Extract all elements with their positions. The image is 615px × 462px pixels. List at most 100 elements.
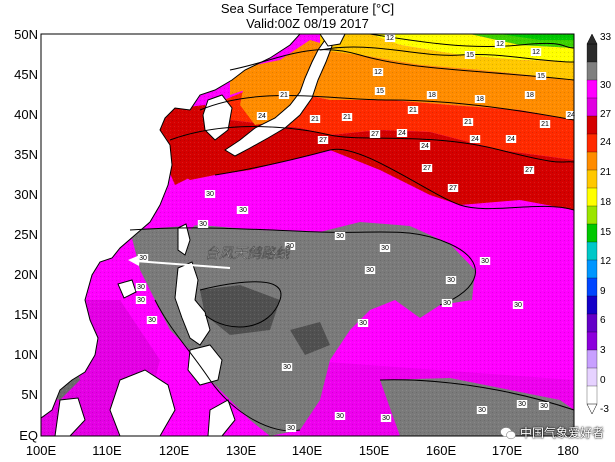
isotherm-label-bg xyxy=(516,400,528,408)
isotherm-label-bg xyxy=(384,34,396,42)
colorbar-label: 0 xyxy=(600,375,606,386)
colorbar-bottom-arrow xyxy=(586,403,598,415)
isotherm-label-bg xyxy=(237,206,249,214)
colorbar-swatch xyxy=(586,313,598,333)
colorbar-swatch xyxy=(586,277,598,297)
colorbar-top-arrow xyxy=(586,33,598,45)
isotherm-label: 30 xyxy=(206,191,214,198)
wechat-icon xyxy=(500,427,516,440)
isotherm-label: 30 xyxy=(514,302,522,309)
isotherm-label: 15 xyxy=(537,73,545,80)
isotherm-label: 30 xyxy=(478,407,486,414)
isotherm-label: 18 xyxy=(526,92,534,99)
lon-label: 180 xyxy=(557,443,579,458)
isotherm-label-bg xyxy=(479,257,491,265)
colorbar-label: 21 xyxy=(600,167,612,178)
isotherm-label-bg xyxy=(464,51,476,59)
lat-label: 45N xyxy=(14,67,38,82)
colorbar-swatch xyxy=(586,385,598,405)
isotherm-label: 30 xyxy=(381,245,389,252)
isotherm-label-bg xyxy=(379,244,391,252)
isotherm-label-bg xyxy=(396,129,408,137)
isotherm-label-bg xyxy=(135,296,147,304)
isotherm-label: 21 xyxy=(464,119,472,126)
colorbar-swatch xyxy=(586,61,598,81)
isotherm-label: 18 xyxy=(476,96,484,103)
isotherm-label: 15 xyxy=(376,88,384,95)
colorbar-label: 9 xyxy=(600,286,606,297)
isotherm-label: 27 xyxy=(449,185,457,192)
lon-label: 140E xyxy=(292,443,323,458)
isotherm-label-bg xyxy=(374,87,386,95)
lon-label: 120E xyxy=(159,443,190,458)
isotherm-label-bg xyxy=(419,142,431,150)
watermark: 中国气象爱好者 xyxy=(520,426,605,440)
lat-label: 30N xyxy=(14,187,38,202)
colorbar-swatch xyxy=(586,331,598,351)
isotherm-label: 30 xyxy=(239,207,247,214)
isotherm-label: 21 xyxy=(311,116,319,123)
lon-label: 130E xyxy=(226,443,257,458)
isotherm-label: 30 xyxy=(139,255,147,262)
isotherm-label-bg xyxy=(474,95,486,103)
isotherm-label-bg xyxy=(445,276,457,284)
isotherm-label: 24 xyxy=(471,136,479,143)
isotherm-label: 24 xyxy=(398,130,406,137)
isotherm-label: 30 xyxy=(137,284,145,291)
isotherm-label-bg xyxy=(538,402,550,410)
colorbar-label: 18 xyxy=(600,197,612,208)
isotherm-label: 24 xyxy=(507,136,515,143)
isotherm-label-bg xyxy=(565,111,577,119)
isotherm-label-bg xyxy=(364,266,376,274)
isotherm-label: 30 xyxy=(382,415,390,422)
colorbar-swatch xyxy=(586,223,598,243)
isotherm-label-bg xyxy=(494,40,506,48)
isotherm-label-bg xyxy=(146,316,158,324)
lat-label: 40N xyxy=(14,107,38,122)
isotherm-label: 12 xyxy=(496,41,504,48)
typhoon-track-arrow xyxy=(128,255,231,269)
isotherm-label-bg xyxy=(334,232,346,240)
colorbar-swatch xyxy=(586,133,598,153)
isotherm-label: 27 xyxy=(525,167,533,174)
lat-label: EQ xyxy=(19,428,38,443)
isotherm-label-bg xyxy=(441,299,453,307)
isotherm-label-bg xyxy=(407,106,419,114)
isotherm-label-bg xyxy=(535,72,547,80)
isotherm-label: 24 xyxy=(567,112,575,119)
isotherm-label: 30 xyxy=(137,297,145,304)
colorbar-label: 6 xyxy=(600,315,606,326)
colorbar-label: -3 xyxy=(600,404,609,415)
isotherm-label: 12 xyxy=(374,69,382,76)
isotherm-label-bg xyxy=(204,190,216,198)
typhoon-track-label: 台风天鸽路线 xyxy=(205,245,291,261)
isotherm-label: 24 xyxy=(258,113,266,120)
isotherm-label: 30 xyxy=(366,267,374,274)
isotherm-label: 15 xyxy=(466,52,474,59)
isotherm-label-bg xyxy=(539,120,551,128)
isotherm-label: 30 xyxy=(336,233,344,240)
isotherm-label-bg xyxy=(357,319,369,327)
isotherm-label-bg xyxy=(469,135,481,143)
colorbar-swatch xyxy=(586,259,598,279)
isotherm-label: 21 xyxy=(280,92,288,99)
isotherm-label: 30 xyxy=(199,221,207,228)
isotherm-label: 30 xyxy=(287,425,295,432)
lat-label: 35N xyxy=(14,147,38,162)
colorbar-label: 15 xyxy=(600,227,612,238)
colorbar-swatch xyxy=(586,43,598,63)
colorbar-swatch xyxy=(586,187,598,207)
landmasses xyxy=(40,33,346,437)
colorbar-swatch xyxy=(586,295,598,315)
colorbar-swatch xyxy=(586,115,598,135)
lat-label: 5N xyxy=(21,387,38,402)
isotherm-contours xyxy=(129,33,575,432)
isotherm-label-bg xyxy=(524,91,536,99)
isotherm-label-bg xyxy=(447,184,459,192)
lat-label: 50N xyxy=(14,27,38,42)
isotherm-label: 12 xyxy=(386,35,394,42)
isotherm-label: 27 xyxy=(371,131,379,138)
isotherm-label-bg xyxy=(281,363,293,371)
isotherm-label-bg xyxy=(334,412,346,420)
longitude-axis: 100E 110E 120E 130E 140E 150E 160E 170E … xyxy=(26,443,579,458)
